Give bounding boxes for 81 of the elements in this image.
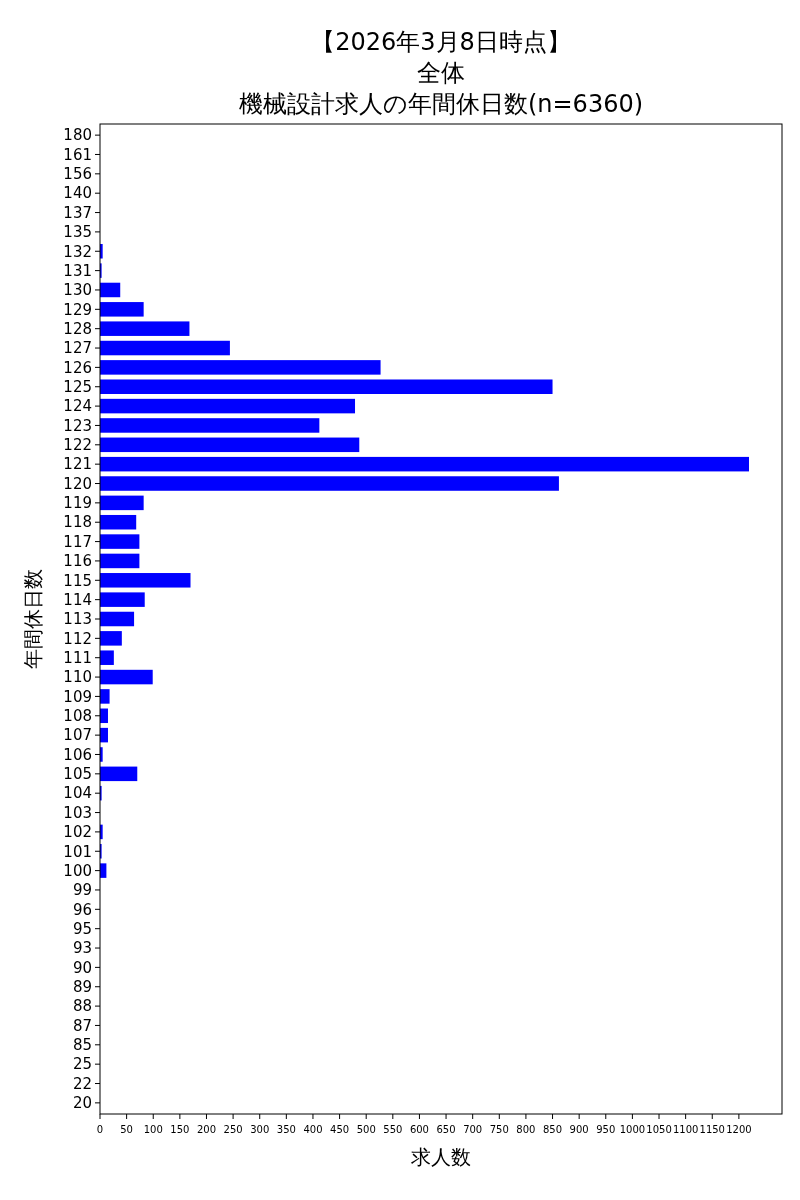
y-tick-label: 101 <box>63 842 92 861</box>
x-tick-label: 400 <box>303 1124 323 1135</box>
y-tick-label: 20 <box>72 1094 92 1113</box>
chart-subtitle: 全体 <box>417 59 465 87</box>
x-tick-label: 0 <box>96 1124 104 1135</box>
x-tick-label: 800 <box>516 1124 536 1135</box>
y-tick-label: 106 <box>63 745 92 764</box>
y-tick-label: 135 <box>63 223 92 242</box>
y-tick-label: 100 <box>63 861 92 880</box>
x-tick-label: 950 <box>596 1124 616 1135</box>
y-tick-label: 123 <box>63 416 92 435</box>
y-tick-label: 85 <box>72 1036 92 1055</box>
y-tick-label: 110 <box>63 668 92 687</box>
y-tick-label: 125 <box>63 377 92 396</box>
x-tick-label: 1100 <box>672 1124 699 1135</box>
y-tick-label: 114 <box>63 590 92 609</box>
y-tick-label: 121 <box>63 455 92 474</box>
y-tick-label: 120 <box>63 474 92 493</box>
text: 機械設計求人の年間休日数(n=6360) <box>238 90 644 118</box>
y-tick-label: 156 <box>63 165 92 184</box>
x-tick-label: 600 <box>409 1124 429 1135</box>
y-tick-label: 95 <box>72 919 92 938</box>
y-tick-label: 87 <box>72 1016 92 1035</box>
y-tick-label: 22 <box>72 1074 92 1093</box>
y-tick-label: 96 <box>72 900 92 919</box>
y-tick-label: 93 <box>72 939 92 958</box>
x-tick-label: 50 <box>120 1124 133 1135</box>
x-tick-label: 300 <box>250 1124 270 1135</box>
y-tick-label: 107 <box>63 726 92 745</box>
x-tick-label: 850 <box>542 1124 563 1135</box>
x-tick-label: 250 <box>223 1124 243 1135</box>
y-tick-label: 105 <box>63 765 92 784</box>
y-tick-label: 99 <box>72 881 92 900</box>
x-tick-label: 450 <box>330 1124 350 1135</box>
y-tick-label: 113 <box>63 610 92 629</box>
y-tick-label: 128 <box>63 319 92 338</box>
x-tick-label: 1200 <box>726 1124 752 1135</box>
y-tick-label: 115 <box>63 571 92 590</box>
y-axis-title: 年間休日数 <box>21 569 45 669</box>
y-tick-label: 119 <box>63 494 92 513</box>
y-tick-label: 109 <box>63 687 92 706</box>
y-tick-label: 111 <box>63 648 92 667</box>
y-tick-label: 116 <box>63 552 92 571</box>
x-tick-label: 550 <box>383 1124 403 1135</box>
y-tick-label: 117 <box>63 532 92 551</box>
y-tick-label: 88 <box>72 997 92 1016</box>
y-tick-label: 124 <box>63 397 92 416</box>
y-tick-label: 130 <box>63 281 92 300</box>
x-tick-label: 100 <box>143 1124 163 1135</box>
y-tick-label: 131 <box>63 261 92 280</box>
x-tick-label: 700 <box>463 1124 483 1135</box>
x-tick-label: 900 <box>569 1124 589 1135</box>
x-tick-label: 200 <box>196 1124 217 1135</box>
x-axis-title: 求人数 <box>411 1145 471 1169</box>
y-tick-label: 118 <box>63 513 92 532</box>
y-tick-label: 161 <box>63 145 92 164</box>
y-tick-label: 25 <box>72 1055 92 1074</box>
y-tick-label: 108 <box>63 707 92 726</box>
x-tick-label: 150 <box>170 1124 190 1135</box>
x-tick-label: 1050 <box>646 1124 672 1135</box>
y-tick-label: 129 <box>63 300 92 319</box>
x-tick-label: 500 <box>356 1124 376 1135</box>
y-tick-label: 140 <box>63 184 92 203</box>
y-tick-label: 132 <box>63 242 92 261</box>
x-tick-label: 750 <box>489 1124 509 1135</box>
y-tick-label: 90 <box>72 958 92 977</box>
x-tick-label: 1150 <box>699 1124 725 1135</box>
x-tick-label: 1000 <box>619 1124 646 1135</box>
y-tick-label: 127 <box>63 339 92 358</box>
y-tick-label: 102 <box>63 823 92 842</box>
y-tick-label: 103 <box>63 803 92 822</box>
y-tick-label: 112 <box>63 629 92 648</box>
chart-title: 【2026年3月8日時点】 <box>311 28 571 56</box>
y-tick-label: 137 <box>63 203 92 222</box>
y-tick-label: 180 <box>63 126 92 145</box>
y-tick-label: 104 <box>63 784 92 803</box>
y-tick-label: 122 <box>63 436 92 455</box>
x-tick-label: 350 <box>276 1124 296 1135</box>
y-tick-label: 89 <box>72 977 92 996</box>
x-tick-label: 650 <box>436 1124 456 1135</box>
y-tick-label: 126 <box>63 358 92 377</box>
